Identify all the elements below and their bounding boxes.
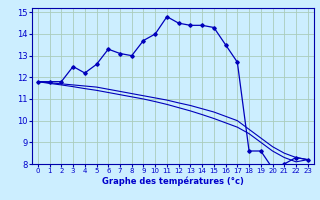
X-axis label: Graphe des températures (°c): Graphe des températures (°c) (102, 177, 244, 186)
